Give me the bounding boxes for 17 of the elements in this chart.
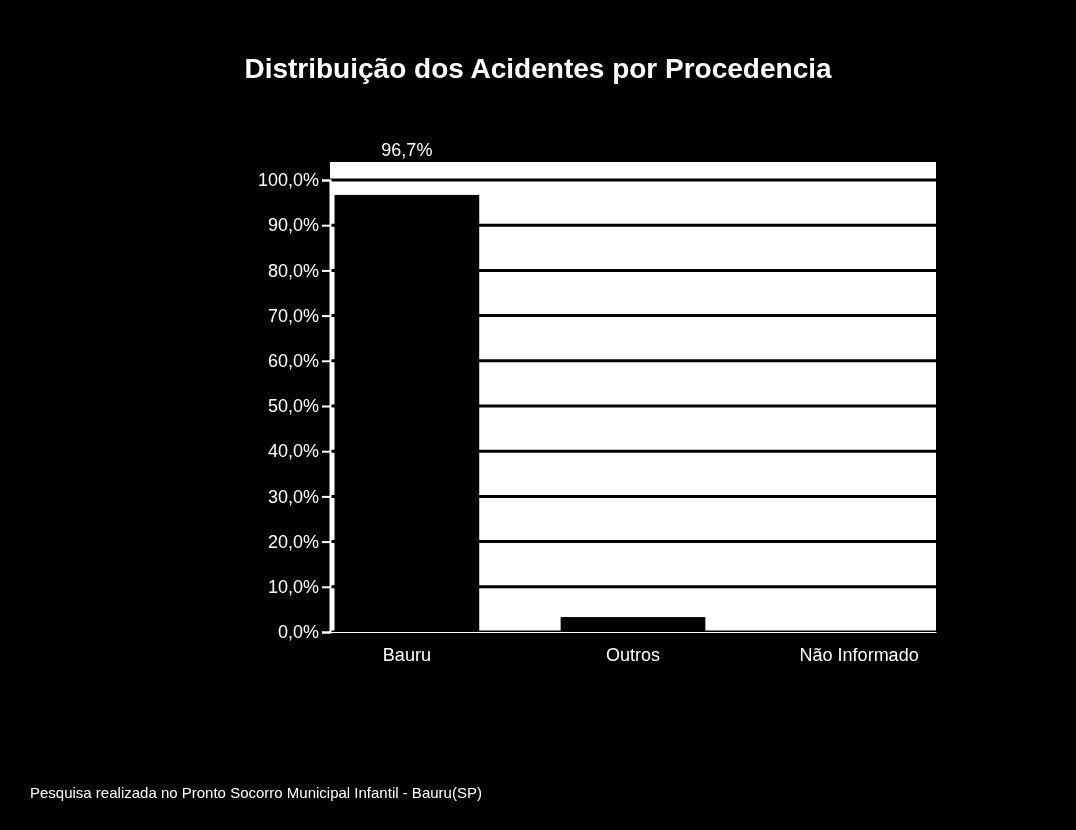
y-tick-label: 0,0% xyxy=(277,622,319,643)
y-tick-label: 60,0% xyxy=(267,351,319,372)
data-label: 96,7% xyxy=(381,140,433,160)
x-tick-label: Outros xyxy=(605,644,661,665)
chart-title: Distribuição dos Acidentes por Procedencia xyxy=(244,53,832,84)
text: Pesquisa realizada no Pronto Socorro Municipal Infantil - Bauru(SP) xyxy=(30,784,482,801)
y-tick-label: 20,0% xyxy=(267,531,319,552)
y-tick-label: 90,0% xyxy=(267,215,319,236)
y-tick-label: 40,0% xyxy=(267,441,319,462)
y-tick-label: 80,0% xyxy=(267,260,319,281)
y-tick-label: 30,0% xyxy=(267,486,319,507)
x-tick-label: Bauru xyxy=(382,644,431,665)
y-tick-label: 100,0% xyxy=(257,170,319,191)
y-tick-label: 70,0% xyxy=(267,305,319,326)
y-tick-label: 10,0% xyxy=(267,577,319,598)
x-tick-label: Não Informado xyxy=(799,644,919,665)
y-tick-label: 50,0% xyxy=(267,396,319,417)
